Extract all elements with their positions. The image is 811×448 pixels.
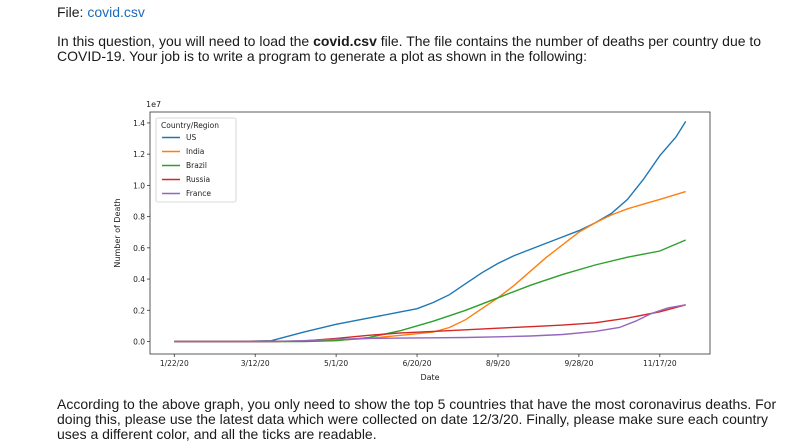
x-axis-label: Date (420, 373, 439, 382)
x-tick-label: 3/12/20 (241, 359, 270, 368)
x-tick-label: 11/17/20 (643, 359, 677, 368)
chart-svg: 1e7 0.0 0.2 0.4 0.6 0.8 1.0 1.2 1.4 1/22/20 3/12/2… (113, 100, 711, 382)
intro-paragraph: In this question, you will need to load … (57, 34, 787, 64)
plot-frame (149, 111, 711, 355)
y-tick-label: 0.0 (133, 338, 145, 347)
series-line-france (174, 304, 686, 343)
y-tick-label: 1.0 (133, 181, 145, 190)
series-line-us (174, 121, 687, 343)
y-axis-label: Number of Death (113, 198, 122, 267)
file-label: File: (57, 4, 84, 20)
series-line-russia (174, 304, 686, 343)
x-tick-label: 8/9/20 (486, 359, 510, 368)
intro-filename: covid.csv (313, 33, 377, 49)
x-tick-label: 6/20/20 (403, 359, 432, 368)
y-tick-label: 0.8 (133, 213, 145, 222)
y-tick-label: 0.2 (133, 306, 145, 315)
legend-label-us: US (186, 133, 196, 142)
outro-paragraph: According to the above graph, you only n… (57, 396, 777, 442)
x-tick-label: 5/1/20 (324, 359, 348, 368)
x-tick-label: 9/28/20 (564, 359, 593, 368)
legend-label-russia: Russia (186, 175, 210, 184)
chart-figure: 1e7 0.0 0.2 0.4 0.6 0.8 1.0 1.2 1.4 1/22/20 3/12/2… (100, 92, 720, 392)
intro-text-2: file. The file contains the number of de… (57, 33, 762, 64)
legend-label-india: India (186, 147, 204, 156)
legend-label-france: France (186, 189, 211, 198)
y-tick-label: 1.2 (133, 150, 145, 159)
intro-text-1: In this question, you will need to load … (57, 33, 314, 49)
series-line-brazil (174, 239, 686, 343)
y-tick-label: 0.4 (133, 275, 145, 284)
y-scale-label: 1e7 (146, 100, 161, 109)
y-tick-label: 1.4 (133, 119, 145, 128)
legend-label-brazil: Brazil (186, 161, 207, 170)
x-tick-label: 1/22/20 (160, 359, 189, 368)
file-line: File: covid.csv (57, 4, 145, 20)
legend-box (155, 117, 237, 203)
y-tick-label: 0.6 (133, 244, 145, 253)
legend-title: Country/Region (161, 121, 219, 130)
file-link[interactable]: covid.csv (87, 4, 145, 20)
